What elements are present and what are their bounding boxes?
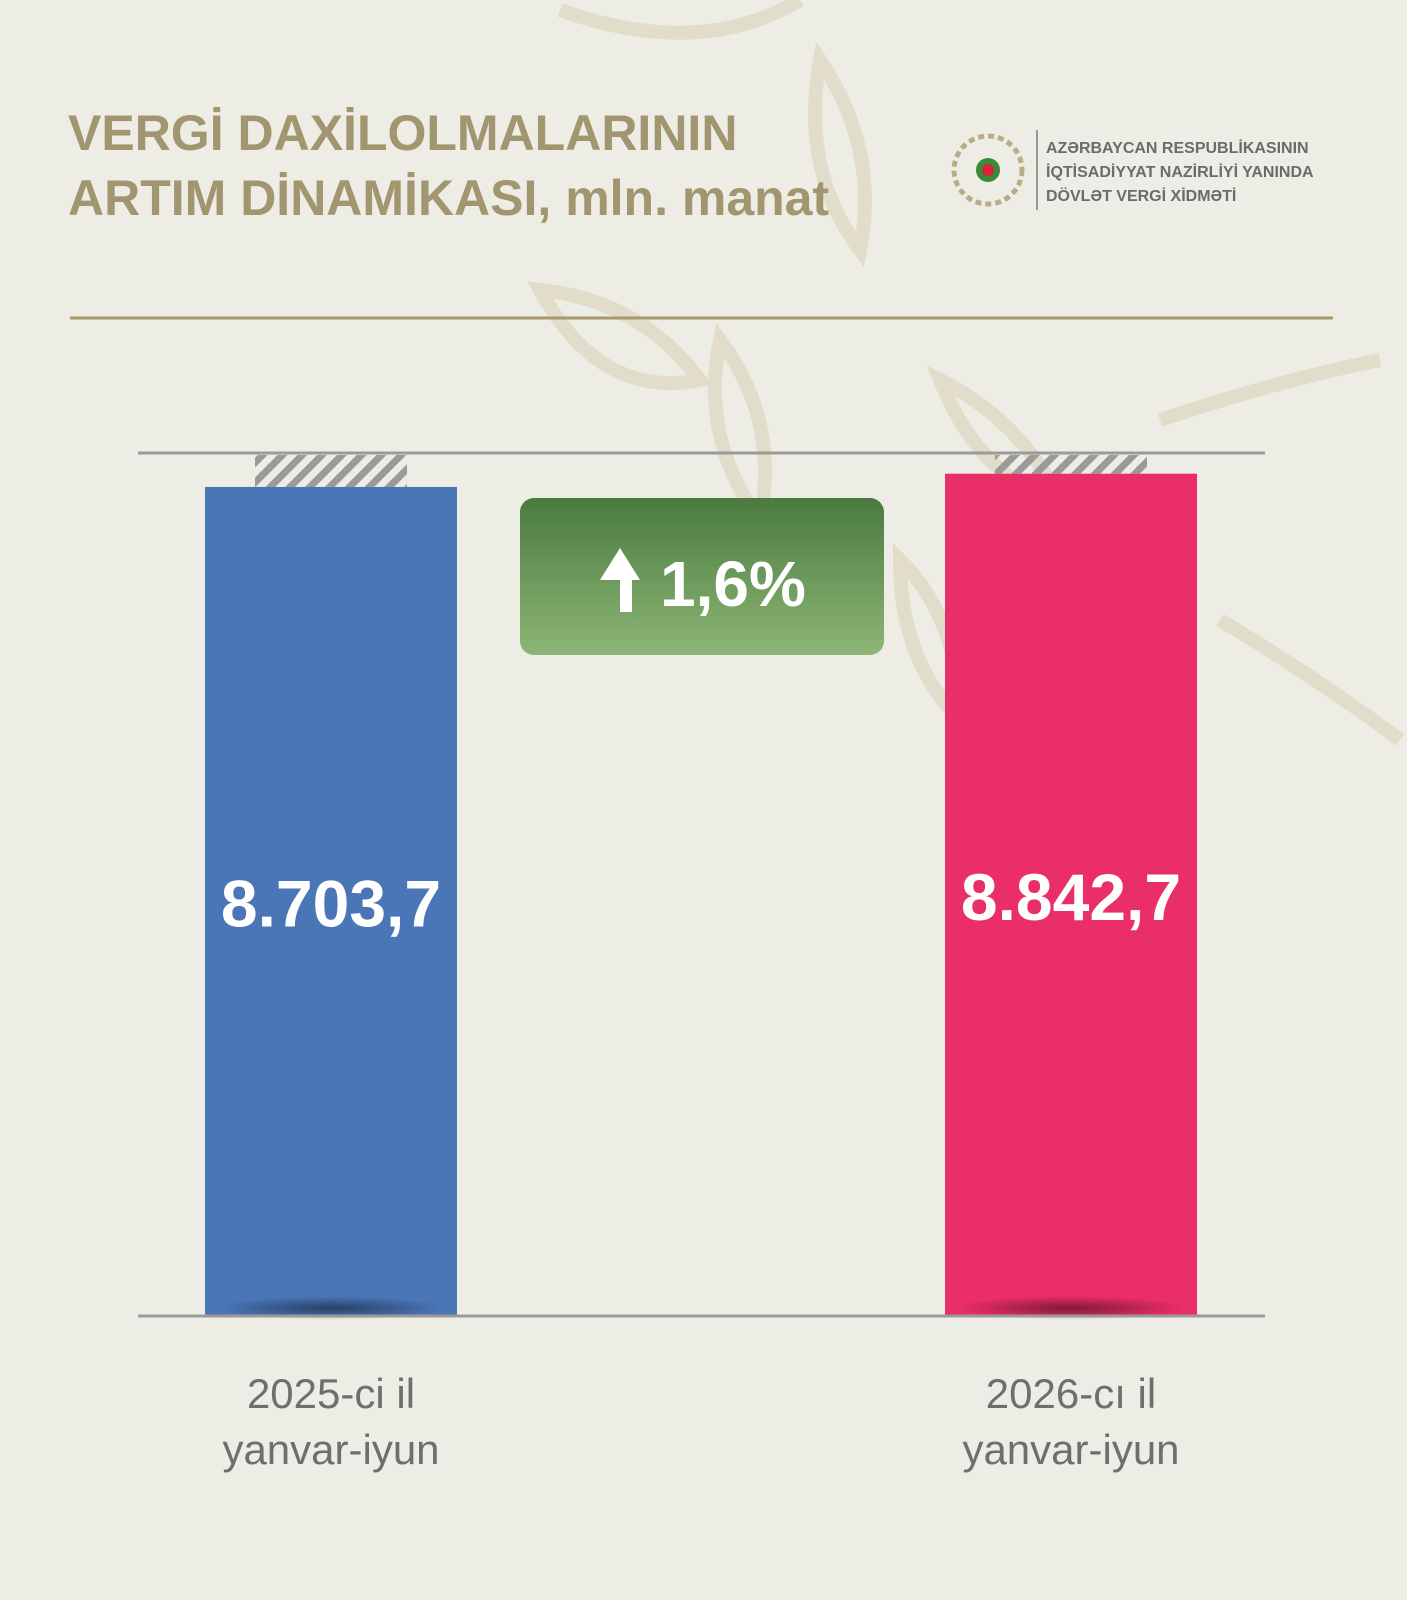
annotation-box bbox=[520, 498, 884, 655]
value-label: 8.703,7 bbox=[221, 866, 441, 940]
annotation: 1,6% bbox=[660, 548, 806, 620]
chart-title: ARTIM DİNAMİKASI, mln. manat bbox=[68, 170, 829, 226]
organization: DÖVLƏT VERGİ XİDMƏTİ bbox=[1046, 186, 1236, 205]
bar-shadow bbox=[215, 1296, 447, 1320]
up-arrow bbox=[600, 548, 640, 612]
x-tick-label: yanvar-iyun bbox=[222, 1426, 439, 1473]
x-tick-label: 2026-cı il bbox=[986, 1370, 1156, 1417]
bar bbox=[945, 473, 1197, 1316]
value-label: 8.842,7 bbox=[961, 860, 1181, 934]
x-tick-label: yanvar-iyun bbox=[962, 1426, 1179, 1473]
x-tick-label: 2025-ci il bbox=[247, 1370, 415, 1417]
decoration bbox=[527, 0, 1405, 746]
logo bbox=[951, 130, 1038, 210]
break-hatch bbox=[255, 455, 407, 487]
bar-shadow bbox=[955, 1296, 1187, 1320]
bar bbox=[205, 486, 457, 1316]
chart-title: VERGİ DAXİLOLMALARININ bbox=[68, 105, 737, 161]
organization: İQTİSADİYYAT NAZİRLİYİ YANINDA bbox=[1046, 163, 1314, 181]
organization: AZƏRBAYCAN RESPUBLİKASININ bbox=[1046, 139, 1309, 157]
break-hatch bbox=[995, 455, 1147, 474]
